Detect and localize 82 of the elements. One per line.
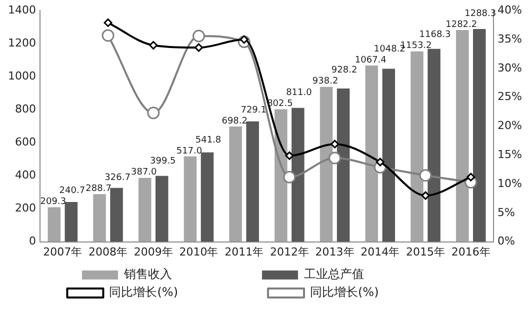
bar <box>48 207 61 242</box>
x-tick-label: 2013年 <box>315 245 354 258</box>
point <box>104 18 112 27</box>
data-label: 209.3 <box>40 197 66 208</box>
bar <box>93 194 106 242</box>
bar <box>336 88 350 242</box>
x-tick-label: 2015年 <box>406 245 446 258</box>
data-label: 288.7 <box>86 184 112 194</box>
point <box>147 106 160 120</box>
bar <box>110 188 123 242</box>
y-tick-label: 200 <box>14 202 36 215</box>
point <box>192 30 205 42</box>
data-label: 729.1 <box>240 105 266 116</box>
y-tick-label: 1400 <box>8 3 36 16</box>
y2-tick-label: 25% <box>498 90 522 104</box>
legend-label: 工业总产值 <box>304 267 448 282</box>
data-label: 326.7 <box>104 172 130 183</box>
bar <box>365 66 378 242</box>
data-label: 811.0 <box>286 88 312 98</box>
bar <box>138 178 152 242</box>
y2-tick-label: 0% <box>498 234 516 248</box>
bar <box>410 51 424 242</box>
y2-tick-label: 10% <box>498 176 522 190</box>
point <box>194 43 203 52</box>
data-label: 1067.4 <box>354 55 387 66</box>
x-tick-label: 2011年 <box>224 245 264 258</box>
y-tick-label: 1000 <box>8 70 36 83</box>
y-tick-label: 0 <box>28 234 36 248</box>
bar <box>473 29 486 242</box>
bar <box>456 30 469 242</box>
bar <box>246 121 259 242</box>
bar <box>156 176 168 242</box>
data-label: 938.2 <box>312 76 338 87</box>
point <box>328 152 342 164</box>
bar <box>184 156 197 242</box>
y2-tick-label: 5% <box>498 206 516 219</box>
data-label: 1288.3 <box>464 8 496 19</box>
bar <box>292 108 304 242</box>
data-label: 1168.3 <box>419 30 451 40</box>
y-tick-label: 1200 <box>8 36 36 50</box>
legend-label: 销售收入 <box>123 267 256 282</box>
legend-label: 同比增长(%) <box>109 285 262 300</box>
point <box>421 191 430 200</box>
data-label: 698.2 <box>222 116 248 126</box>
point <box>376 158 384 166</box>
point <box>285 151 294 160</box>
x-tick-label: 2016年 <box>451 245 490 258</box>
bar <box>320 86 333 242</box>
x-tick-label: 2007年 <box>43 245 82 258</box>
point <box>419 169 432 182</box>
x-tick-label: 2012年 <box>270 245 309 258</box>
point <box>283 170 296 184</box>
y2-tick-label: 20% <box>498 119 522 132</box>
data-label: 1282.2 <box>446 20 478 30</box>
data-label: 928.2 <box>331 66 358 76</box>
bar <box>274 109 288 242</box>
bar <box>229 126 242 242</box>
data-label: 399.5 <box>150 156 176 167</box>
x-tick-label: 2014年 <box>360 245 400 258</box>
point <box>102 29 114 42</box>
x-tick-label: 2010年 <box>179 245 218 258</box>
bar <box>382 68 396 242</box>
point <box>330 140 340 148</box>
x-tick-label: 2008年 <box>88 245 128 258</box>
data-label: 240.7 <box>59 186 86 196</box>
y2-tick-label: 35% <box>498 32 522 46</box>
y-tick-label: 400 <box>14 168 36 182</box>
y2-tick-label: 30% <box>498 61 522 74</box>
point <box>149 41 158 50</box>
x-tick-label: 2009年 <box>134 245 173 258</box>
y-tick-label: 600 <box>14 136 36 149</box>
point <box>466 172 476 182</box>
data-label: 387.0 <box>130 168 158 178</box>
bar <box>64 202 78 242</box>
y-tick-label: 800 <box>14 102 36 116</box>
data-label: 517.0 <box>176 146 202 156</box>
y2-tick-label: 40% <box>498 3 522 16</box>
y2-tick-label: 15% <box>498 148 522 161</box>
data-label: 541.8 <box>195 135 222 146</box>
bar <box>428 48 440 242</box>
legend-label: 同比增长(%) <box>310 285 463 300</box>
bar <box>200 152 214 242</box>
